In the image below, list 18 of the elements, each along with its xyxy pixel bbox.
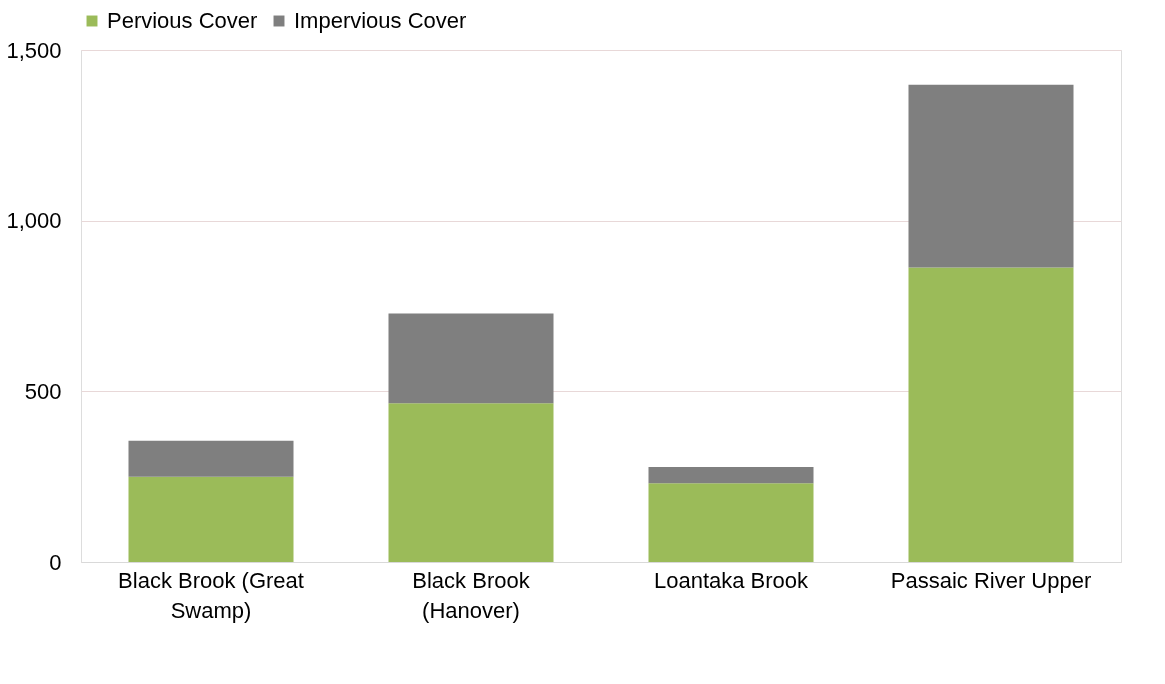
y-tick-label: 1,000 xyxy=(6,208,62,234)
y-tick-label: 1,500 xyxy=(6,37,62,63)
x-tick-label: Black Brook (Hanover) xyxy=(412,567,531,623)
bar xyxy=(648,483,814,562)
x-tick-label: Passaic River Upper xyxy=(890,567,1092,593)
bar xyxy=(648,467,814,484)
legend-label: Pervious Cover xyxy=(107,8,258,33)
y-tick-label: 0 xyxy=(49,549,62,575)
x-tick-label: Black Brook (Great Swamp) xyxy=(118,567,304,623)
bar xyxy=(908,267,1074,562)
bar xyxy=(128,440,294,477)
legend-label: Impervious Cover xyxy=(294,8,467,33)
x-tick-label: Loantaka Brook xyxy=(653,567,810,593)
bar xyxy=(908,84,1074,268)
y-tick-label: 500 xyxy=(24,378,62,404)
bar xyxy=(388,313,554,404)
bar xyxy=(388,403,554,562)
bar xyxy=(128,476,294,562)
